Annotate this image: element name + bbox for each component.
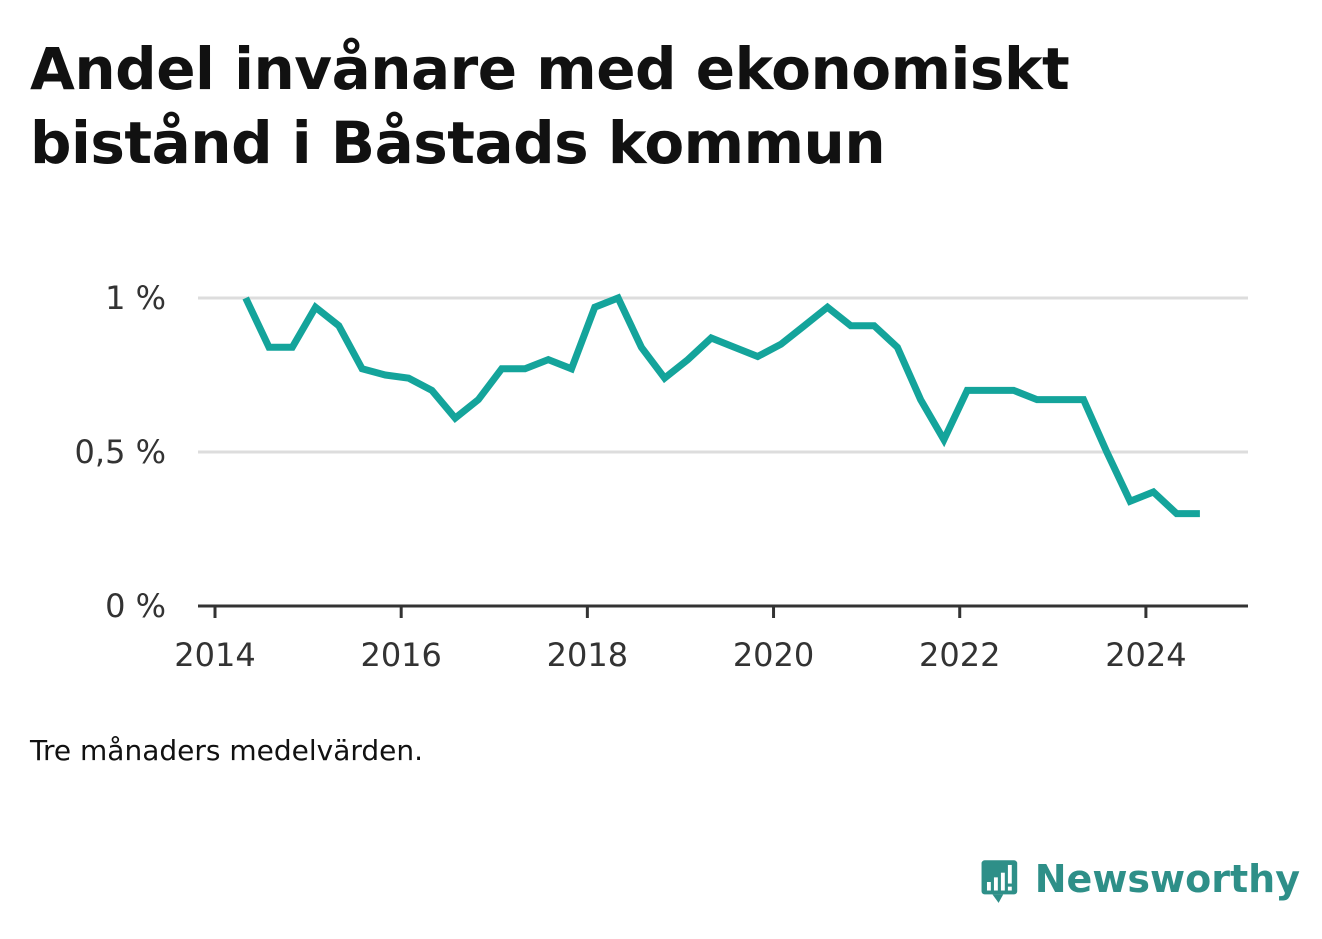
- y-axis-labels: 0 % 0,5 % 1 %: [75, 279, 166, 625]
- data-point: [1150, 489, 1157, 496]
- series-line: [242, 293, 1200, 518]
- data-point: [335, 322, 342, 329]
- x-axis: [198, 604, 1248, 618]
- data-point: [405, 375, 412, 382]
- data-point: [312, 304, 319, 311]
- data-point: [754, 353, 761, 360]
- data-point: [1033, 396, 1040, 403]
- data-point: [638, 344, 645, 351]
- data-point: [824, 304, 831, 311]
- y-tick-label: 1 %: [105, 279, 166, 317]
- data-point: [359, 365, 366, 372]
- data-point: [1080, 396, 1087, 403]
- x-tick-label: 2022: [919, 636, 1000, 674]
- data-point: [964, 387, 971, 394]
- data-point: [661, 375, 668, 382]
- series-group: [242, 293, 1203, 518]
- data-point: [684, 356, 691, 363]
- data-point: [452, 415, 459, 422]
- footnote: Tre månaders medelvärden.: [30, 734, 424, 767]
- y-tick-label: 0,5 %: [75, 433, 166, 471]
- data-point: [777, 341, 784, 348]
- data-point: [289, 344, 296, 351]
- data-point: [1196, 510, 1203, 517]
- speech-bubble-chart-icon: [981, 860, 1018, 903]
- data-point: [568, 365, 575, 372]
- data-point: [801, 322, 808, 329]
- data-point: [1057, 396, 1064, 403]
- data-point: [545, 356, 552, 363]
- data-point: [1103, 449, 1110, 456]
- data-point: [591, 304, 598, 311]
- x-tick-label: 2024: [1105, 636, 1186, 674]
- x-tick-label: 2014: [174, 636, 255, 674]
- data-point: [1127, 498, 1134, 505]
- brand-name: Newsworthy: [1034, 857, 1300, 901]
- x-axis-labels: 2014 2016 2018 2020 2022 2024: [174, 636, 1186, 674]
- chart-title: Andel invånare med ekonomiskt bistånd i …: [30, 32, 1230, 180]
- data-point: [1173, 510, 1180, 517]
- chart-title-line-1: Andel invånare med ekonomiskt: [30, 35, 1070, 103]
- x-tick-label: 2020: [733, 636, 814, 674]
- data-point: [498, 365, 505, 372]
- data-point: [265, 344, 272, 351]
- data-point: [475, 396, 482, 403]
- data-point: [987, 387, 994, 394]
- y-tick-label: 0 %: [105, 587, 166, 625]
- data-point: [428, 387, 435, 394]
- newsworthy-logo[interactable]: Newsworthy: [980, 850, 1300, 914]
- data-point: [871, 322, 878, 329]
- data-point: [917, 396, 924, 403]
- chart-title-line-2: bistånd i Båstads kommun: [30, 109, 886, 177]
- data-point: [1010, 387, 1017, 394]
- data-point: [521, 365, 528, 372]
- data-point: [242, 295, 249, 302]
- data-point: [940, 436, 947, 443]
- data-point: [847, 322, 854, 329]
- x-tick-label: 2018: [547, 636, 628, 674]
- data-point: [382, 372, 389, 379]
- grid-lines: [198, 296, 1248, 454]
- data-point: [894, 344, 901, 351]
- data-point: [708, 335, 715, 342]
- data-point: [731, 344, 738, 351]
- data-point: [615, 295, 622, 302]
- x-tick-label: 2016: [360, 636, 441, 674]
